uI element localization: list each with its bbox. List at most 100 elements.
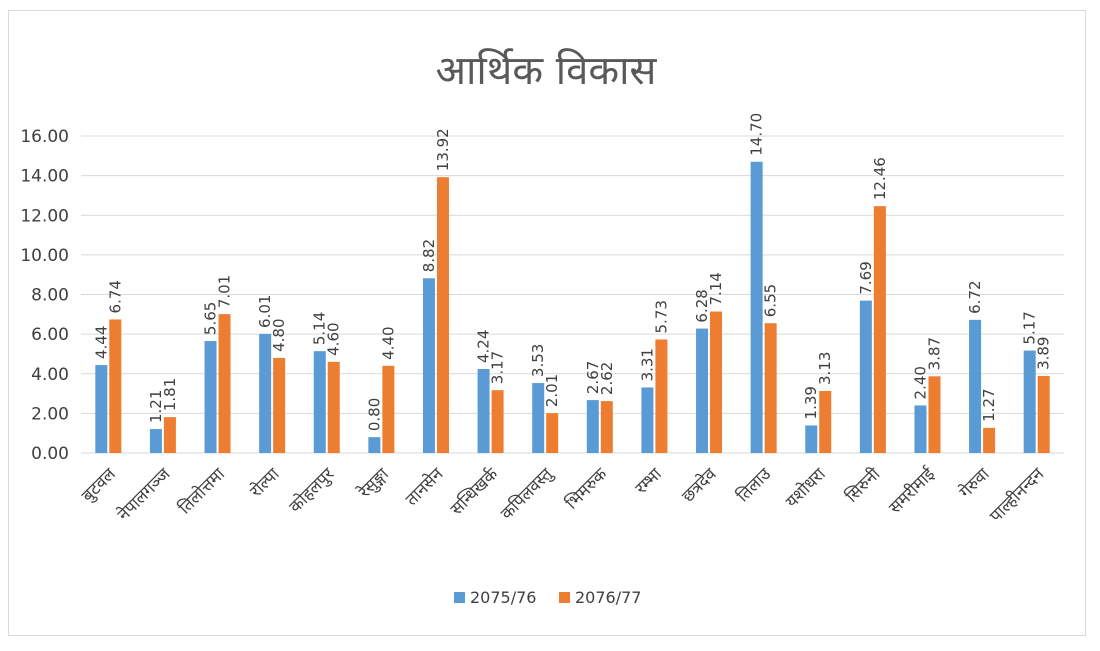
bar-2076-77 [491, 390, 504, 453]
y-tick-label: 14.00 [20, 167, 69, 187]
bars [95, 161, 1050, 453]
bar-2076-77 [600, 401, 613, 453]
data-label: 7.01 [216, 275, 234, 308]
data-label: 2.62 [598, 362, 616, 395]
data-label: 6.55 [762, 284, 780, 317]
data-label: 7.14 [707, 272, 725, 305]
data-label: 1.21 [147, 390, 165, 423]
bar-2075-76 [477, 368, 490, 453]
chart-frame: आर्थिक विकास 0.00 2.00 4.00 6.00 8.00 10.00 12… [8, 10, 1086, 636]
bar-2075-76 [368, 437, 381, 453]
data-label: 7.69 [857, 261, 875, 294]
bar-2076-77 [163, 417, 176, 453]
y-tick-label: 8.00 [31, 286, 69, 306]
bar-2075-76 [969, 319, 982, 453]
bar-2076-77 [109, 319, 122, 453]
data-label: 4.40 [379, 326, 397, 359]
data-labels: 4.44 6.74 1.211.81 5.657.01 6.014.80 5.144.60… [92, 113, 1052, 431]
data-label: 12.46 [871, 157, 889, 200]
bar-2075-76 [1023, 350, 1036, 453]
data-label: 2.01 [543, 374, 561, 407]
x-category-label: कोहलपुर [285, 463, 339, 517]
x-category-label: रोल्पा [246, 463, 284, 501]
data-label: 6.01 [256, 295, 274, 328]
bar-2076-77 [819, 390, 832, 453]
y-tick-label: 0.00 [31, 444, 69, 464]
legend-swatch [454, 592, 465, 603]
bar-2075-76 [532, 383, 545, 453]
chart-title: आर्थिक विकास [436, 48, 658, 94]
x-category-label: पाल्हीनन्दन [985, 463, 1048, 526]
x-category-label: भिमरुक [561, 463, 612, 514]
bar-2075-76 [95, 365, 108, 453]
bar-2075-76 [259, 333, 272, 453]
data-label: 0.80 [365, 398, 383, 431]
bar-2076-77 [218, 314, 231, 453]
x-category-label: सिरुनी [841, 463, 884, 506]
data-label: 5.14 [311, 312, 329, 345]
legend: 2075/76 2076/77 [454, 588, 641, 607]
y-tick-label: 12.00 [20, 206, 69, 226]
data-label: 3.17 [489, 351, 507, 384]
data-label: 5.17 [1021, 311, 1039, 344]
bar-2075-76 [914, 405, 927, 453]
bar-2075-76 [641, 387, 654, 453]
data-label: 6.72 [966, 280, 984, 313]
legend-swatch [559, 592, 570, 603]
bar-2076-77 [983, 427, 996, 453]
bar-2076-77 [873, 206, 886, 453]
y-tick-label: 6.00 [31, 325, 69, 345]
bar-2075-76 [805, 425, 818, 453]
data-label: 6.74 [106, 280, 124, 313]
bar-2076-77 [655, 339, 668, 453]
gridlines [81, 135, 1064, 454]
bar-2076-77 [1037, 375, 1050, 453]
legend-label: 2075/76 [470, 588, 536, 607]
bar-2076-77 [764, 323, 777, 453]
legend-label: 2076/77 [575, 588, 641, 607]
bar-2076-77 [273, 357, 286, 453]
data-label: 5.65 [202, 302, 220, 335]
x-category-label: यशोधरा [781, 463, 830, 512]
bar-chart: आर्थिक विकास 0.00 2.00 4.00 6.00 8.00 10.00 12… [20, 48, 1064, 607]
data-label: 6.28 [693, 289, 711, 322]
x-category-label: तिलाउ [733, 463, 776, 506]
data-label: 5.73 [652, 300, 670, 333]
bar-2075-76 [859, 300, 872, 453]
x-category-label: गेरुवा [955, 463, 994, 502]
y-tick-label: 4.00 [31, 365, 69, 385]
x-category-label: समरीमाई [885, 463, 940, 518]
data-label: 4.60 [325, 322, 343, 355]
y-tick-label: 10.00 [20, 246, 69, 266]
x-category-label: तिलोत्तमा [174, 463, 229, 518]
x-category-label: छत्रदेव [678, 463, 721, 506]
bar-2075-76 [586, 400, 599, 453]
data-label: 14.70 [748, 113, 766, 156]
bar-2076-77 [327, 361, 340, 453]
bar-2075-76 [750, 161, 763, 453]
data-label: 3.89 [1035, 337, 1053, 370]
data-label: 4.24 [475, 330, 493, 363]
bar-2076-77 [436, 177, 449, 453]
bar-2076-77 [710, 311, 723, 453]
bar-2076-77 [928, 376, 941, 453]
x-category-label: बुटवल [78, 464, 120, 506]
data-label: 3.13 [816, 352, 834, 385]
x-category-label: कपिलवस्तु [496, 463, 557, 524]
bar-2075-76 [313, 351, 326, 453]
x-category-label: रेसुङ्गा [353, 463, 393, 503]
data-label: 4.44 [92, 326, 110, 359]
bar-2076-77 [382, 365, 395, 453]
data-label: 13.92 [434, 128, 452, 171]
data-label: 4.80 [270, 318, 288, 351]
bar-2075-76 [696, 328, 709, 453]
data-label: 2.67 [584, 361, 602, 394]
data-label: 2.40 [911, 366, 929, 399]
x-category-label: तानसेन [401, 463, 448, 510]
x-category-label: रम्भा [632, 464, 667, 499]
x-category-label: नेपालगञ्ज [113, 463, 175, 525]
y-tick-label: 16.00 [20, 127, 69, 147]
bar-2075-76 [204, 341, 217, 453]
data-label: 1.81 [161, 378, 179, 411]
